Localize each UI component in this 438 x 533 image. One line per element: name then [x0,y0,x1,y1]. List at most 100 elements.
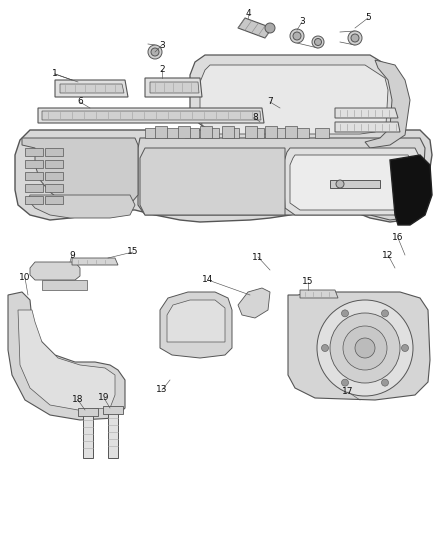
Polygon shape [8,292,125,420]
Bar [45,160,63,168]
Polygon shape [288,292,430,400]
Text: 17: 17 [342,387,354,397]
Polygon shape [22,138,138,205]
Bar [225,128,239,138]
Circle shape [381,310,389,317]
Bar [103,406,123,414]
Circle shape [148,45,162,59]
Text: 19: 19 [98,393,110,402]
Polygon shape [72,258,118,265]
Bar [83,410,93,458]
Bar [185,128,199,138]
Bar [145,128,159,138]
Bar [178,126,190,138]
Circle shape [342,379,349,386]
Text: 6: 6 [77,98,83,107]
Text: 4: 4 [245,10,251,19]
Bar [265,126,277,138]
Polygon shape [160,292,232,358]
Text: 14: 14 [202,276,214,285]
Text: 10: 10 [19,273,31,282]
Polygon shape [167,300,225,342]
Circle shape [348,31,362,45]
Polygon shape [150,82,199,93]
Bar [108,408,118,458]
Polygon shape [283,148,420,215]
Bar [205,128,219,138]
Polygon shape [140,148,285,215]
Bar [245,126,257,138]
Circle shape [312,36,324,48]
Circle shape [336,180,344,188]
Polygon shape [15,130,432,222]
Text: 2: 2 [159,66,165,75]
Circle shape [321,344,328,351]
Bar [25,184,43,192]
Bar [250,128,264,138]
Circle shape [402,344,409,351]
Polygon shape [238,18,272,38]
Polygon shape [200,65,388,134]
Text: 3: 3 [159,41,165,50]
Bar [78,408,98,416]
Circle shape [265,23,275,33]
Polygon shape [30,262,80,280]
Bar [45,196,63,204]
Bar [25,148,43,156]
Polygon shape [60,84,124,93]
Circle shape [317,300,413,396]
Bar [285,126,297,138]
Circle shape [314,38,321,45]
Polygon shape [290,155,412,210]
Circle shape [330,313,400,383]
Circle shape [342,310,349,317]
Bar [275,128,289,138]
Text: 13: 13 [156,385,168,394]
Text: 18: 18 [72,395,84,405]
Text: 15: 15 [127,247,139,256]
Text: 5: 5 [365,13,371,22]
Polygon shape [55,80,128,97]
Text: 1: 1 [52,69,58,78]
Text: 12: 12 [382,251,394,260]
Circle shape [355,338,375,358]
Circle shape [343,326,387,370]
Bar [25,172,43,180]
Polygon shape [28,195,135,218]
Polygon shape [365,60,410,148]
Bar [45,172,63,180]
Polygon shape [190,55,400,142]
Polygon shape [138,138,425,220]
Circle shape [381,379,389,386]
Circle shape [351,34,359,42]
Bar [200,126,212,138]
Polygon shape [18,310,115,410]
Bar [330,180,380,188]
Bar [222,126,234,138]
Bar [42,280,87,290]
Polygon shape [300,290,338,298]
Polygon shape [38,108,264,123]
Polygon shape [145,78,202,97]
Text: 7: 7 [267,98,273,107]
Bar [45,184,63,192]
Bar [165,128,179,138]
Polygon shape [335,108,398,118]
Circle shape [293,32,301,40]
Text: 8: 8 [252,114,258,123]
Text: 3: 3 [299,18,305,27]
Polygon shape [390,155,432,225]
Polygon shape [238,288,270,318]
Bar [45,148,63,156]
Text: 15: 15 [302,278,314,287]
Bar [155,126,167,138]
Bar [295,128,309,138]
Bar [25,196,43,204]
Polygon shape [42,111,261,120]
Text: 16: 16 [392,233,404,243]
Text: 11: 11 [252,253,264,262]
Text: 9: 9 [69,251,75,260]
Bar [25,160,43,168]
Circle shape [290,29,304,43]
Polygon shape [335,122,400,132]
